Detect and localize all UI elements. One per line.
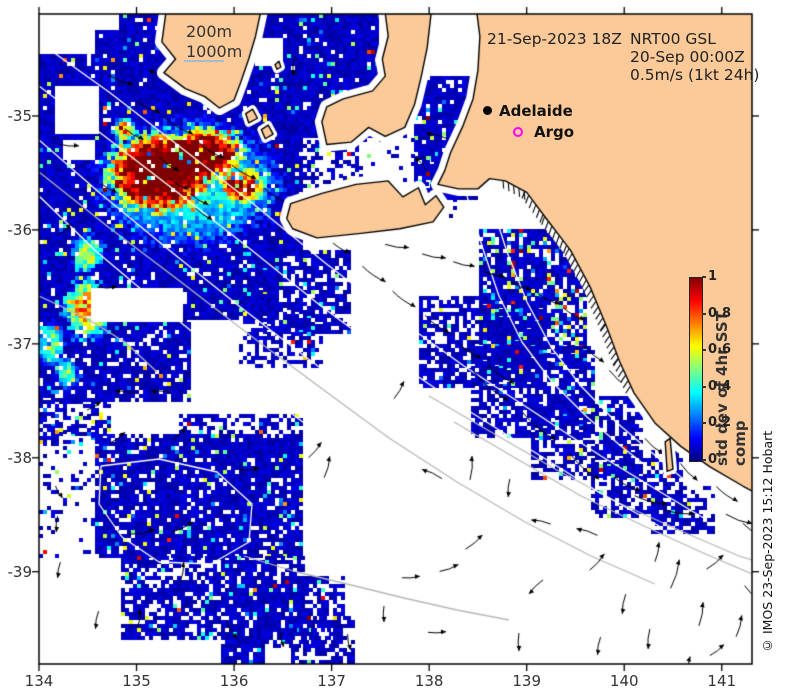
y-tick-label: -38 — [7, 448, 33, 467]
depth-1000m-sample-line — [184, 60, 224, 62]
argo-label: Argo — [534, 123, 575, 141]
colorbar-tick-label: 0.8 — [708, 305, 732, 321]
model-info: NRT00 GSL 20-Sep 00:00Z 0.5m/s (1kt 24h) — [630, 30, 759, 84]
model-name-label: NRT00 GSL — [630, 30, 716, 48]
datetime-annotation: 21-Sep-2023 18Z — [487, 30, 622, 48]
x-tick-label: 136 — [219, 672, 249, 690]
colorbar-gradient — [689, 277, 703, 462]
depth-1000m-label: 1000m — [186, 42, 243, 61]
x-tick-label: 141 — [707, 672, 737, 690]
colorbar-tick-mark — [702, 276, 706, 278]
colorbar-tick-mark — [702, 459, 706, 461]
colorbar-tick-mark — [702, 312, 706, 315]
copyright-text: © IMOS 23-Sep-2023 15:12 Hobart — [760, 430, 775, 653]
colorbar-tick-label: 0.6 — [708, 342, 732, 358]
x-tick-label: 139 — [512, 672, 542, 690]
colorbar-tick-label: 0.4 — [708, 378, 732, 394]
depth-legend: 200m 1000m — [186, 22, 242, 62]
y-tick-label: -37 — [7, 334, 33, 353]
depth-200m-label: 200m — [186, 22, 233, 41]
x-tick-label: 137 — [317, 672, 346, 690]
y-tick-label: -39 — [7, 562, 33, 581]
adelaide-marker-dot — [483, 106, 492, 115]
x-tick-label: 140 — [609, 672, 639, 690]
colorbar-tick-mark — [702, 349, 706, 352]
argo-marker-circle — [513, 127, 523, 137]
x-tick-label: 135 — [122, 672, 151, 690]
colorbar-tick-label: 0.2 — [708, 415, 732, 431]
y-tick-label: -35 — [7, 106, 33, 125]
colorbar-tick-label: 0 — [708, 452, 718, 467]
colorbar-tick-mark — [702, 385, 706, 388]
x-tick-label: 138 — [414, 672, 444, 690]
colorbar-title: std dev of 4hr SST comp — [713, 311, 749, 466]
vector-scale-label: 0.5m/s (1kt 24h) — [630, 66, 760, 84]
colorbar-tick-mark — [702, 422, 706, 425]
adelaide-label: Adelaide — [499, 102, 573, 120]
model-time-label: 20-Sep 00:00Z — [630, 48, 745, 66]
y-tick-label: -36 — [7, 220, 33, 239]
colorbar-tick-label: 1 — [708, 269, 718, 284]
x-tick-label: 134 — [24, 672, 54, 690]
